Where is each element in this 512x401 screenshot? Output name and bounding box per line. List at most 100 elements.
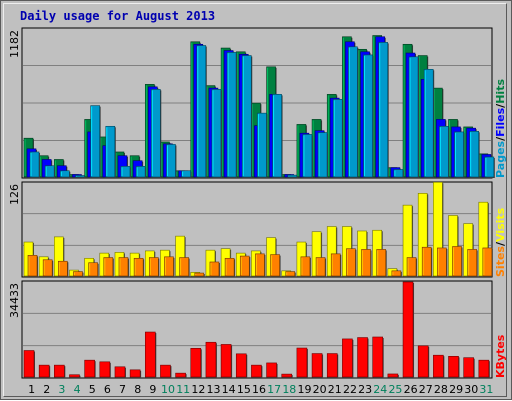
x-tick-label-day-2: 2 [43, 383, 50, 396]
bar-kbytes-kbytes-day-28 [433, 354, 445, 378]
legend-hits-files-pages: Pages/Files/Hits [494, 79, 507, 178]
x-tick-label-day-28: 28 [434, 383, 448, 396]
bar-hits-files-pages-pages-day-14 [226, 52, 238, 178]
bar-fill [270, 254, 280, 277]
bar-kbytes-kbytes-day-26 [402, 281, 415, 378]
bar-hits-files-pages-pages-day-18 [287, 174, 298, 178]
bar-fill [220, 344, 232, 378]
legend-entry: Sites [494, 246, 507, 277]
x-tick-label-day-30: 30 [464, 383, 478, 396]
bar-kbytes-kbytes-day-8 [129, 369, 142, 378]
legend-entry: KBytes [494, 334, 507, 378]
bar-hits-files-pages-pages-day-1 [29, 151, 40, 178]
y-max-label-kbytes: 34433 [8, 283, 21, 318]
bar-hits-files-pages-pages-day-31 [484, 156, 495, 178]
x-tick-label-day-3: 3 [58, 383, 65, 396]
x-tick-label-day-14: 14 [222, 383, 236, 396]
bar-fill [402, 281, 414, 378]
legend-visits-sites: Sites/Visits [494, 207, 507, 277]
bar-fill [209, 261, 220, 277]
bar-visits-sites-sites-day-6 [103, 257, 114, 277]
bar-fill [88, 262, 98, 277]
legend-kbytes: KBytes [494, 334, 507, 378]
bar-fill [105, 125, 116, 178]
bar-visits-sites-sites-day-16 [255, 253, 266, 277]
bar-fill [73, 271, 83, 277]
bar-kbytes-kbytes-day-16 [251, 364, 263, 378]
bar-fill [361, 249, 371, 277]
bar-fill [372, 336, 384, 378]
bar-visits-sites-sites-day-1 [27, 255, 38, 277]
bar-fill [58, 260, 68, 277]
bar-fill [148, 257, 159, 277]
bar-fill [417, 345, 429, 378]
legend-entry: Visits [494, 207, 507, 242]
bar-fill [226, 52, 237, 178]
x-tick-label-day-13: 13 [207, 383, 221, 396]
bar-visits-sites-sites-day-4 [73, 271, 84, 277]
bar-fill [300, 256, 311, 277]
bar-kbytes-kbytes-day-11 [175, 372, 187, 378]
bar-visits-sites-sites-day-25 [391, 270, 402, 277]
bar-fill [251, 364, 262, 378]
bar-visits-sites-sites-day-9 [148, 257, 160, 277]
bar-fill [272, 94, 282, 178]
bar-visits-sites-sites-day-3 [58, 260, 69, 277]
bar-hits-files-pages-pages-day-17 [272, 94, 283, 178]
bar-fill [478, 359, 490, 378]
bar-hits-files-pages-pages-day-30 [469, 130, 480, 178]
bar-fill [241, 55, 252, 178]
bar-visits-sites-sites-day-22 [346, 248, 357, 277]
bar-visits-sites-sites-day-2 [42, 259, 54, 277]
bar-fill [150, 89, 161, 178]
bar-fill [164, 256, 174, 277]
bar-fill [235, 353, 247, 378]
bar-fill [144, 331, 156, 378]
bar-fill [239, 255, 250, 277]
legend-entry: / [494, 241, 507, 246]
bar-fill [357, 337, 368, 378]
bar-kbytes-kbytes-day-17 [266, 362, 278, 378]
bar-hits-files-pages-pages-day-28 [439, 125, 450, 178]
bar-fill [346, 248, 356, 277]
bar-fill [120, 166, 131, 178]
bar-visits-sites-sites-day-24 [376, 249, 387, 277]
bar-hits-files-pages-pages-day-24 [378, 42, 389, 179]
bar-visits-sites-sites-day-8 [133, 257, 145, 277]
x-tick-label-day-26: 26 [404, 383, 418, 396]
bar-kbytes-kbytes-day-27 [417, 345, 430, 378]
legend-entry: Files [494, 107, 507, 137]
bar-hits-files-pages-pages-day-2 [44, 165, 56, 178]
bar-fill [179, 257, 189, 277]
x-tick-label-day-12: 12 [191, 383, 205, 396]
bar-hits-files-pages-pages-day-21 [332, 99, 344, 178]
bar-fill [469, 130, 479, 178]
bar-visits-sites-sites-day-7 [118, 257, 129, 277]
bar-kbytes-kbytes-day-5 [84, 359, 96, 378]
x-tick-label-day-15: 15 [237, 383, 251, 396]
bar-kbytes-kbytes-day-30 [463, 357, 475, 378]
bar-fill [69, 374, 80, 378]
bar-kbytes-kbytes-day-2 [38, 364, 51, 378]
bar-fill [135, 166, 146, 178]
bar-fill [42, 259, 53, 277]
bar-fill [296, 347, 308, 378]
bar-visits-sites-sites-day-5 [88, 262, 99, 277]
bar-fill [467, 249, 477, 277]
bar-fill [194, 272, 205, 277]
bar-visits-sites-sites-day-19 [300, 256, 311, 277]
x-tick-label-day-16: 16 [252, 383, 266, 396]
bar-kbytes-kbytes-day-18 [281, 373, 293, 378]
bar-hits-files-pages-pages-day-25 [393, 169, 404, 178]
x-tick-label-day-1: 1 [28, 383, 35, 396]
bar-kbytes-kbytes-day-23 [357, 337, 369, 378]
x-tick-label-day-25: 25 [388, 383, 402, 396]
bar-hits-files-pages-pages-day-22 [348, 46, 359, 179]
bar-visits-sites-sites-day-18 [285, 271, 296, 277]
bar-hits-files-pages-pages-day-23 [363, 54, 374, 179]
x-tick-label-day-8: 8 [134, 383, 141, 396]
x-tick-label-day-17: 17 [267, 383, 281, 396]
bar-fill [421, 246, 432, 277]
x-tick-label-day-4: 4 [74, 383, 81, 396]
